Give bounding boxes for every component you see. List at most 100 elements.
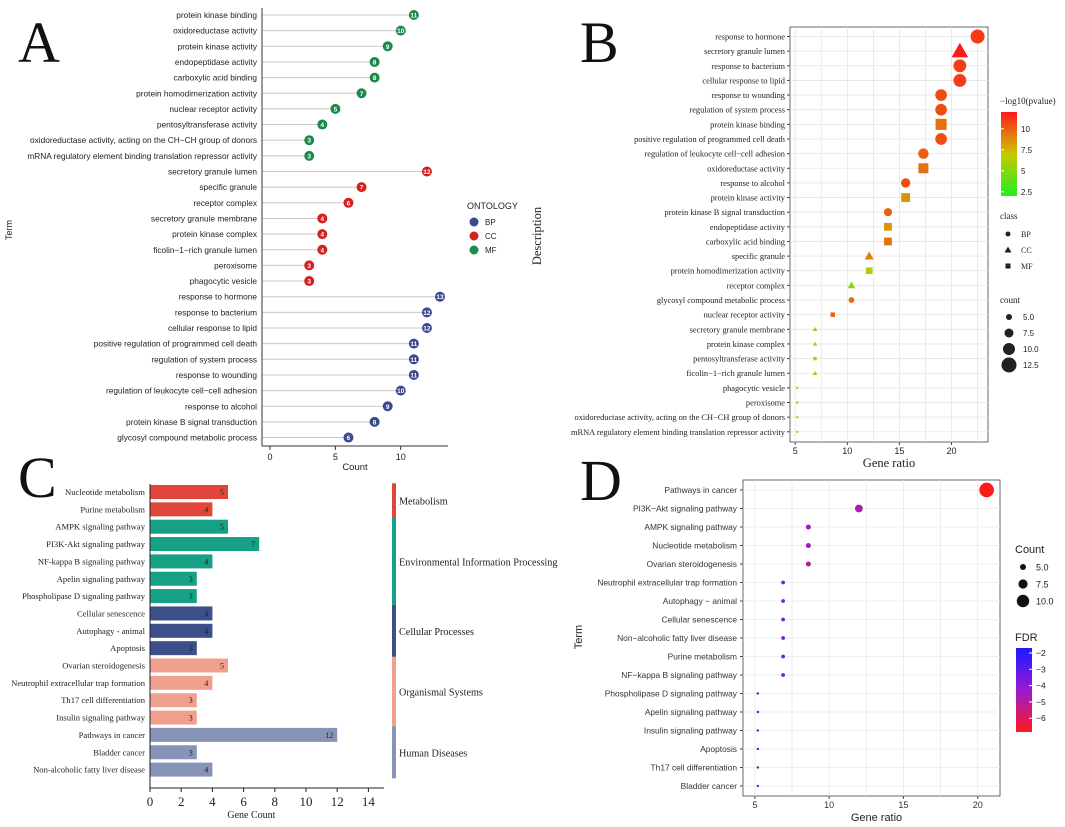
- size-legend-label: 5.0: [1023, 313, 1035, 322]
- point-bp: [796, 415, 799, 419]
- bar-value-label: 5: [220, 662, 224, 671]
- description-label: secretory granule lumen: [704, 47, 786, 56]
- lollipop-dot: [408, 369, 419, 380]
- point-cc: [864, 251, 874, 260]
- legend-label: CC: [485, 232, 497, 241]
- term-label: Pathways in cancer: [664, 485, 737, 495]
- lollipop-dot: [395, 385, 406, 396]
- point-bp: [935, 89, 947, 101]
- point: [756, 729, 760, 732]
- x-tick-label: 5: [793, 446, 798, 456]
- bar: [150, 571, 197, 586]
- term-label: Nucleotide metabolism: [652, 541, 737, 551]
- description-label: phagocytic vesicle: [723, 384, 785, 393]
- lollipop-dot: [382, 41, 393, 52]
- legend-swatch: [469, 245, 479, 255]
- bar-value-label: 3: [189, 644, 193, 653]
- point-bp: [900, 178, 911, 188]
- colorbar-tick-label: 2.5: [1021, 188, 1033, 197]
- dot-value-label: 3: [307, 153, 311, 160]
- point-bp: [848, 297, 855, 303]
- dot-value-label: 13: [436, 294, 444, 301]
- pathway-label: Bladder cancer: [93, 747, 145, 757]
- pathway-label: Cellular senescence: [77, 608, 145, 618]
- description-label: glycosyl compound metabolic process: [657, 296, 785, 305]
- bar-value-label: 12: [325, 731, 333, 740]
- lollipop-dot: [369, 72, 380, 83]
- pathway-label: Ovarian steroidogenesis: [62, 661, 145, 671]
- panel-d-x-axis-title: Gene ratio: [851, 812, 902, 824]
- pathway-label: PI3K-Akt signaling pathway: [46, 539, 146, 549]
- term-label: regulation of leukocyte cell−cell adhesi…: [106, 386, 257, 396]
- point-bp: [796, 386, 799, 390]
- dot-value-label: 7: [360, 91, 364, 98]
- lollipop-dot: [382, 401, 393, 412]
- x-tick-label: 10: [300, 794, 313, 809]
- term-label: Purine metabolism: [668, 652, 737, 662]
- panel-b-color-legend-title: −log10(pvalue): [1000, 96, 1056, 106]
- dot-value-label: 11: [410, 357, 417, 364]
- term-label: specific granule: [199, 182, 257, 192]
- x-tick-label: 6: [240, 794, 247, 809]
- panel-label-a: A: [18, 10, 60, 75]
- legend-size-circle: [1003, 343, 1015, 355]
- point: [781, 599, 785, 603]
- bar-value-label: 4: [204, 627, 208, 636]
- legend-shape-square: [1005, 263, 1011, 269]
- dot-value-label: 3: [307, 138, 311, 145]
- description-label: protein homodimerization activity: [671, 267, 786, 276]
- point-bp: [953, 74, 967, 87]
- term-label: Non−alcoholic fatty liver disease: [617, 633, 737, 643]
- legend-swatch: [469, 217, 479, 227]
- point-mf: [884, 222, 892, 231]
- bar-value-label: 4: [204, 505, 208, 514]
- bar-value-label: 3: [189, 592, 193, 601]
- legend-label: BP: [485, 218, 496, 227]
- panel-b-shape-legend-title: class: [1000, 211, 1018, 221]
- category-label: Environmental Information Processing: [399, 557, 557, 568]
- point-mf: [865, 267, 873, 275]
- point: [781, 617, 785, 622]
- point-bp: [796, 401, 799, 404]
- point-bp: [918, 148, 929, 159]
- point: [979, 482, 994, 498]
- colorbar-tick-label: −2: [1036, 648, 1046, 658]
- term-label: phagocytic vesicle: [190, 276, 258, 286]
- term-label: response to hormone: [179, 292, 258, 302]
- pathway-label: Nucleotide metabolism: [65, 487, 145, 497]
- description-label: protein kinase binding: [710, 120, 786, 129]
- size-legend-label: 7.5: [1036, 580, 1049, 590]
- dot-value-label: 12: [423, 169, 431, 176]
- x-tick-label: 8: [272, 794, 279, 809]
- colorbar-tick-label: 10: [1021, 125, 1030, 134]
- description-label: positive regulation of programmed cell d…: [634, 135, 786, 144]
- description-label: oxidoreductase activity: [707, 164, 786, 173]
- description-label: ficolin−1−rich granule lumen: [686, 369, 786, 378]
- panel-label-c: C: [18, 445, 57, 510]
- x-tick-label: 20: [947, 446, 957, 456]
- description-label: carboxylic acid binding: [706, 237, 786, 246]
- term-label: secretory granule membrane: [151, 213, 257, 223]
- lollipop-dot: [343, 197, 354, 208]
- pathway-label: Phospholipase D signaling pathway: [22, 591, 146, 601]
- lollipop-dot: [317, 229, 328, 240]
- bar: [150, 502, 213, 517]
- bar: [150, 589, 197, 604]
- bar-value-label: 4: [204, 679, 208, 688]
- point: [756, 692, 760, 695]
- term-label: Apelin signaling pathway: [645, 707, 738, 717]
- legend-size-circle: [1020, 564, 1026, 570]
- colorbar-tick-label: −6: [1036, 713, 1046, 723]
- point-cc: [812, 341, 818, 346]
- term-label: oxidoreductase activity, acting on the C…: [30, 135, 257, 145]
- category-label: Human Diseases: [399, 748, 467, 759]
- lollipop-dot: [369, 416, 380, 427]
- panel-b-plot-area: [789, 26, 989, 443]
- point-mf: [935, 118, 947, 130]
- legend-label: MF: [485, 246, 497, 255]
- point-bp: [796, 430, 799, 433]
- description-label: response to hormone: [715, 33, 785, 42]
- description-label: protein kinase activity: [711, 194, 786, 203]
- term-label: cellular response to lipid: [168, 323, 257, 333]
